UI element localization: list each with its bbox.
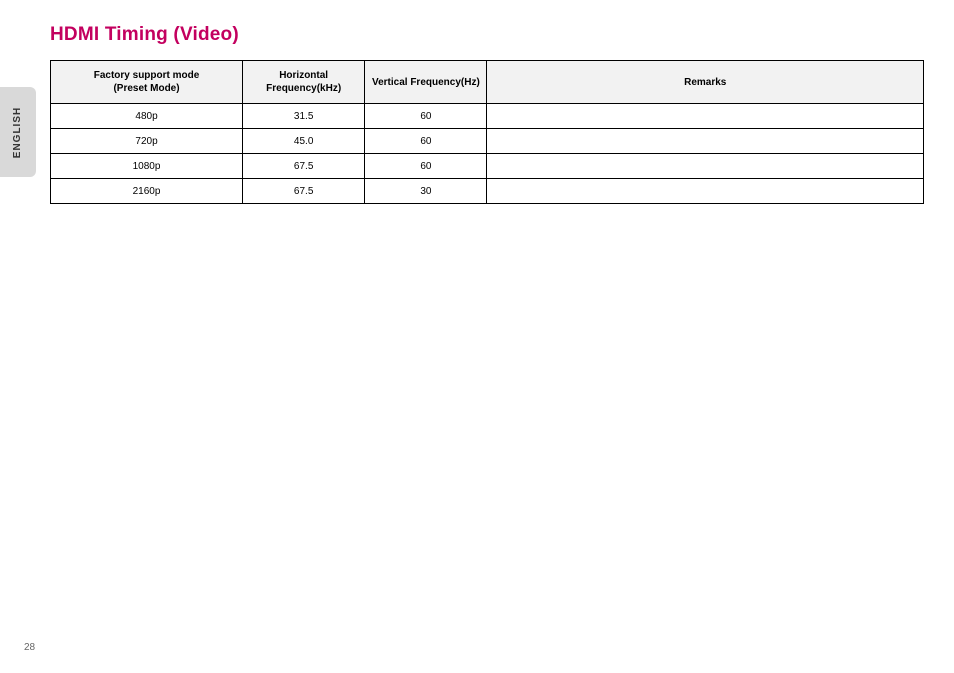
col-header-hfreq: Horizontal Frequency(kHz) (243, 61, 365, 104)
cell-remarks (487, 154, 924, 179)
cell-vfreq: 60 (365, 104, 487, 129)
col-header-vfreq: Vertical Frequency(Hz) (365, 61, 487, 104)
cell-remarks (487, 129, 924, 154)
cell-remarks (487, 179, 924, 204)
table-row: 720p 45.0 60 (51, 129, 924, 154)
cell-remarks (487, 104, 924, 129)
table-row: 1080p 67.5 60 (51, 154, 924, 179)
page-number: 28 (24, 642, 35, 653)
cell-vfreq: 30 (365, 179, 487, 204)
cell-hfreq: 67.5 (243, 179, 365, 204)
table-row: 2160p 67.5 30 (51, 179, 924, 204)
cell-mode: 720p (51, 129, 243, 154)
hdmi-timing-table: Factory support mode (Preset Mode) Horiz… (50, 60, 924, 204)
cell-vfreq: 60 (365, 129, 487, 154)
col-header-mode: Factory support mode (Preset Mode) (51, 61, 243, 104)
language-tab: ENGLISH (0, 87, 36, 177)
table-header-row: Factory support mode (Preset Mode) Horiz… (51, 61, 924, 104)
table-row: 480p 31.5 60 (51, 104, 924, 129)
cell-vfreq: 60 (365, 154, 487, 179)
language-tab-label: ENGLISH (13, 106, 24, 157)
col-header-remarks: Remarks (487, 61, 924, 104)
page-title: HDMI Timing (Video) (50, 24, 924, 46)
cell-mode: 480p (51, 104, 243, 129)
page-content: HDMI Timing (Video) Factory support mode… (50, 24, 924, 204)
table-body: 480p 31.5 60 720p 45.0 60 1080p 67.5 60 … (51, 104, 924, 204)
cell-hfreq: 31.5 (243, 104, 365, 129)
cell-hfreq: 67.5 (243, 154, 365, 179)
cell-mode: 2160p (51, 179, 243, 204)
cell-hfreq: 45.0 (243, 129, 365, 154)
cell-mode: 1080p (51, 154, 243, 179)
